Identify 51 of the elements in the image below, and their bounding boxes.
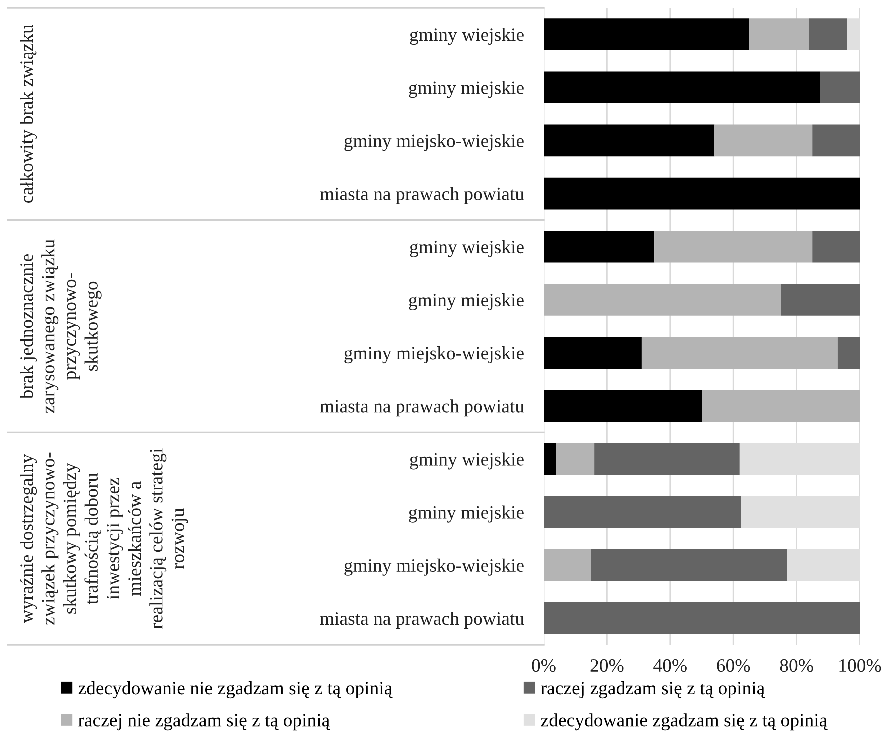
bar [544,230,655,263]
bar [544,390,702,422]
bar [544,496,742,528]
y-tick-label: gminy wiejskie [410,452,524,470]
bar [544,337,642,369]
bar [812,230,860,263]
text: całkowity brak związku [20,24,38,203]
legend-label: raczej nie zgadzam się z tą opinią [78,714,330,731]
y-tick-label: gminy wiejskie [410,28,524,46]
text: wyraźnie dostrzegalny związek przyczynowo- skutkowy pomiędzy trafnością doboru inwestycji przez mieszkańców a realizacją celów strategi rozwoju [20,448,188,630]
y-tick-label: gminy wiejskie [410,240,524,258]
bar [809,18,848,50]
bar [544,124,715,157]
bar [714,124,813,157]
legend-label: zdecydowanie nie zgadzam się z tą opinią [78,682,393,699]
y-tick-label: gminy miejsko-wiejskie [344,134,524,152]
bar [544,602,860,634]
x-tick-label: 20% [590,659,624,672]
bar [556,443,595,476]
y-tick-label: gminy miejsko-wiejskie [344,558,524,576]
legend-label: raczej zgadzam się z tą opinią [541,682,766,699]
bar [544,72,820,104]
bar [749,18,810,50]
x-tick-label: 40% [654,659,687,672]
bar [642,337,838,369]
bar [812,124,860,157]
bar [838,337,860,369]
text: brak jednoznacznie zarysowanego związku przyczynowo- skutkowego [20,240,102,414]
y-tick-label: gminy miejskie [409,506,524,523]
y-tick-label: gminy miejsko-wiejskie [344,346,524,364]
y-tick-label: gminy miejskie [409,293,524,311]
bar [544,284,781,316]
bar [820,72,860,104]
bar [594,443,740,476]
y-tick-label: gminy miejskie [409,81,524,98]
x-tick-label: 0% [532,659,556,672]
bar [781,284,860,316]
y-tick-label: miasta na prawach powiatu [320,400,524,417]
bar [702,390,860,422]
legend-label: zdecydowanie zgadzam się z tą opinią [541,714,828,731]
y-tick-label: miasta na prawach powiatu [320,612,524,629]
bar [591,549,788,582]
bar [544,18,750,50]
x-tick-label: 100% [840,659,882,672]
bar [544,443,557,476]
y-tick-label: miasta na prawach powiatu [320,187,524,204]
bar [544,178,860,210]
bar [654,230,813,263]
bar [544,549,592,582]
x-tick-label: 80% [780,659,814,672]
x-tick-label: 60% [717,659,750,672]
